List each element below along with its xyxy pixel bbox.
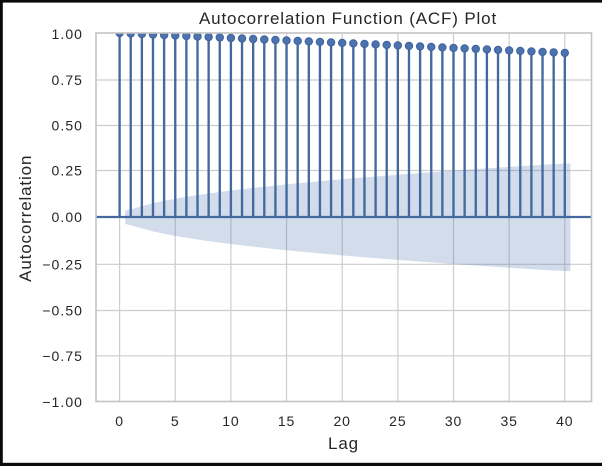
svg-text:0: 0 (115, 413, 124, 429)
svg-text:10: 10 (222, 413, 239, 429)
svg-text:1.00: 1.00 (52, 26, 83, 42)
svg-text:35: 35 (500, 413, 517, 429)
svg-text:15: 15 (278, 413, 295, 429)
svg-text:−0.25: −0.25 (42, 256, 83, 272)
svg-text:0.75: 0.75 (52, 72, 83, 88)
svg-text:40: 40 (556, 413, 573, 429)
svg-text:5: 5 (171, 413, 180, 429)
svg-text:30: 30 (445, 413, 462, 429)
svg-text:−0.75: −0.75 (42, 348, 83, 364)
svg-text:0.00: 0.00 (52, 209, 83, 225)
svg-text:−1.00: −1.00 (42, 394, 83, 410)
svg-text:0.50: 0.50 (52, 118, 83, 134)
svg-text:Lag: Lag (328, 434, 359, 453)
svg-text:0.25: 0.25 (52, 163, 83, 179)
svg-text:Autocorrelation Function (ACF): Autocorrelation Function (ACF) Plot (199, 9, 497, 28)
svg-text:Autocorrelation: Autocorrelation (16, 155, 35, 282)
svg-text:25: 25 (389, 413, 406, 429)
svg-text:20: 20 (334, 413, 351, 429)
svg-text:−0.50: −0.50 (42, 303, 83, 319)
